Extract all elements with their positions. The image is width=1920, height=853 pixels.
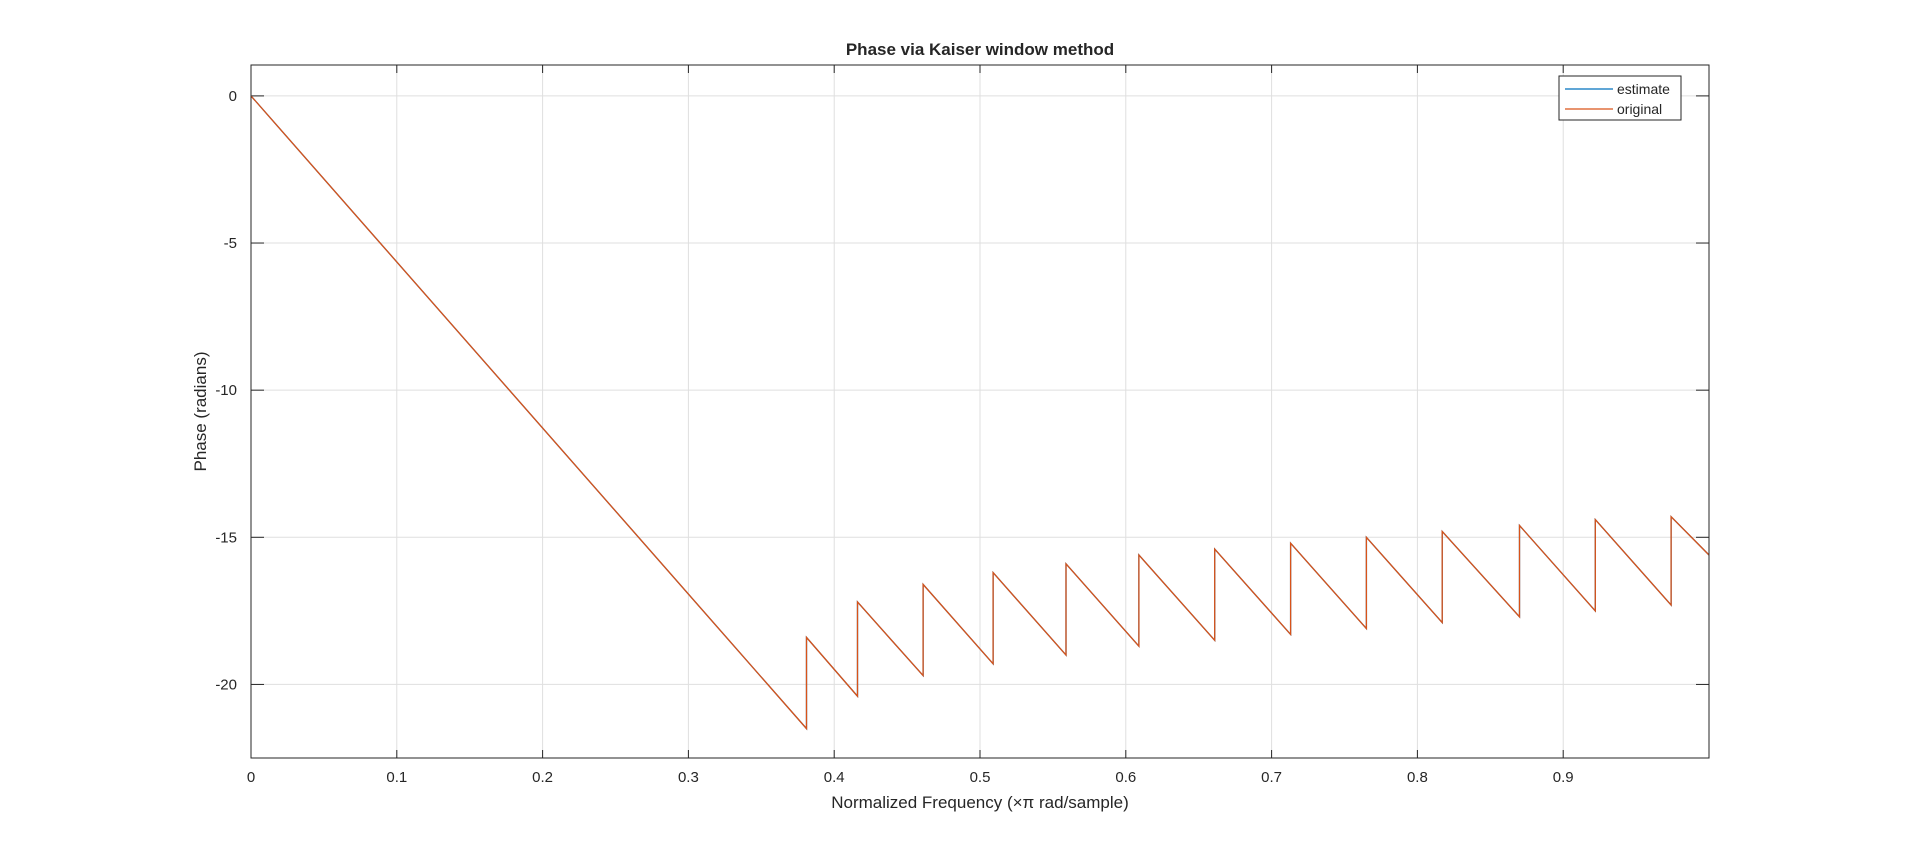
- series-line-original: [250, 95, 1710, 731]
- x-axis-title: Normalized Frequency (×π rad/sample): [831, 793, 1129, 812]
- x-tick-label: 0.4: [824, 769, 845, 786]
- x-tick-label: 0.9: [1553, 769, 1574, 786]
- legend-box: [1558, 75, 1682, 121]
- y-tick-label: 0: [229, 88, 237, 105]
- chart-title: Phase via Kaiser window method: [846, 40, 1114, 59]
- legend-label: estimate: [1617, 81, 1670, 97]
- y-axis-title: Phase (radians): [191, 351, 210, 471]
- legend: estimate original: [1558, 75, 1682, 121]
- y-tick-label: -10: [215, 382, 237, 399]
- axes-box: [250, 64, 1710, 759]
- y-tick-label: -5: [224, 235, 237, 252]
- x-tick-label: 0.6: [1115, 769, 1136, 786]
- y-tick-label: -15: [215, 529, 237, 546]
- x-tick-label: 0.7: [1261, 769, 1282, 786]
- legend-label: original: [1617, 101, 1662, 117]
- x-tick-label: 0.5: [970, 769, 991, 786]
- x-tick-label: 0.1: [386, 769, 407, 786]
- x-tick-label: 0: [247, 769, 255, 786]
- x-tick-label: 0.8: [1407, 769, 1428, 786]
- x-tick-label: 0.3: [678, 769, 699, 786]
- y-tick-label: -20: [215, 676, 237, 693]
- x-tick-label: 0.2: [532, 769, 553, 786]
